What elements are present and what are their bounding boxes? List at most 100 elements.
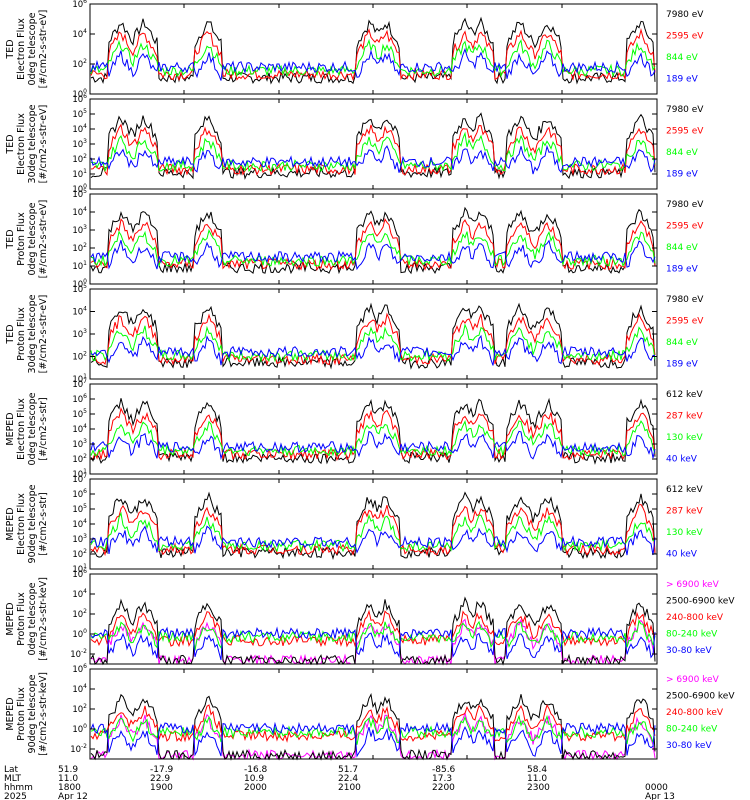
legend-p7-0: > 6900 keV [666,580,720,590]
panel-frame [89,98,658,190]
y-tick-label: 101 [72,260,87,272]
y-tick-label: 106 [72,663,87,675]
legend-p6-1: 287 keV [666,506,703,516]
x-axis-hhmm: 2000 [244,783,267,793]
series-p7-4 [90,626,656,661]
legend-p6-3: 40 keV [666,549,698,559]
series-p1-2 [90,38,656,78]
legend-p4-3: 189 eV [666,359,699,369]
x-axis-hhmm: 2100 [338,783,361,793]
legend-p7-3: 80-240 keV [666,629,718,639]
x-axis-mlt: 10.9 [244,774,264,784]
y-tick-label: 105 [72,108,87,120]
legend-p8-3: 80-240 keV [666,724,718,734]
legend-p4-1: 2595 eV [666,316,704,326]
legend-p8-0: > 6900 keV [666,675,720,685]
legend-p7-4: 30-80 keV [666,646,712,656]
y-tick-label: 103 [72,438,87,450]
legend-p8-4: 30-80 keV [666,741,712,751]
y-axis-label-quantity: Proton Flux [16,307,27,361]
y-axis-label-units: [#/cm2-s-str-keV] [38,577,49,661]
y-axis-label-instrument: MEPED [5,697,16,730]
y-axis-label-units: [#/cm2-s-str-eV] [38,295,49,374]
x-axis-hhmm: 2300 [527,783,550,793]
y-axis-label-units: [#/cm2-s-str-eV] [38,105,49,184]
x-axis-mlt: 11.0 [58,774,78,784]
series-p5-3 [90,430,656,461]
y-tick-label: 105 [72,283,87,295]
y-tick-label: 102 [72,242,87,254]
panel-p7: 10-2 100 102 104 106 MEPED Proton Flux 0deg tel… [5,568,735,666]
y-axis-label-quantity: Electron Flux [16,18,27,80]
y-tick-label: 102 [72,58,87,70]
legend-p2-1: 2595 eV [666,126,704,136]
series-p4-0 [90,302,656,370]
x-axis-hhmm: 1800 [58,783,81,793]
y-tick-label: 106 [72,0,87,10]
y-axis-label-quantity: Electron Flux [16,113,27,175]
legend-p2-0: 7980 eV [666,105,704,115]
series-p3-0 [90,206,656,275]
series-p6-0 [90,491,656,560]
y-tick-label: 105 [72,503,87,515]
y-tick-label: 104 [72,683,87,695]
series-p8-2 [90,703,656,743]
y-tick-label: 10-2 [70,743,87,755]
y-tick-label: 104 [72,423,87,435]
y-axis-label-telescope: 90deg telescope [27,484,38,563]
legend-p5-3: 40 keV [666,454,698,464]
y-axis-label-quantity: Proton Flux [16,212,27,266]
legend-p7-2: 240-800 keV [666,613,724,623]
legend-p4-0: 7980 eV [666,295,704,305]
y-axis-label-instrument: TED [5,229,16,249]
y-tick-label: 102 [72,351,87,363]
y-tick-label: 100 [72,628,87,640]
y-axis-label-units: [#/cm2-s-str-keV] [38,672,49,756]
y-tick-label: 105 [72,188,87,200]
y-axis-label-instrument: MEPED [5,507,16,540]
series-p1-0 [90,16,656,85]
y-tick-label: 106 [72,488,87,500]
y-tick-label: 107 [72,473,87,485]
x-axis-lat: -16.8 [244,765,268,775]
y-tick-label: 100 [72,723,87,735]
legend-p5-2: 130 keV [666,433,703,443]
x-axis-row-label: hhmm [4,783,33,793]
series-p5-2 [90,419,656,457]
y-tick-label: 106 [72,93,87,105]
panel-p8: 10-2 100 102 104 106 MEPED Proton Flux 90deg te… [5,663,735,761]
series-p4-2 [90,323,656,363]
legend-p3-0: 7980 eV [666,200,704,210]
y-tick-label: 103 [72,224,87,236]
legend-p6-2: 130 keV [666,528,703,538]
legend-p7-1: 2500-6900 keV [666,596,735,606]
series-p2-3 [90,144,656,175]
y-axis-label-units: [#/cm2-s-str-eV] [38,10,49,89]
y-axis-label-quantity: Electron Flux [16,398,27,460]
series-p7-1 [90,596,656,666]
x-axis-lat: 51.7 [338,765,358,775]
y-tick-label: 104 [72,123,87,135]
x-axis-row-label: 2025 [4,792,27,800]
x-axis-mlt: 22.4 [338,774,358,784]
legend-p3-1: 2595 eV [666,221,704,231]
legend-p1-2: 844 eV [666,53,699,63]
x-axis-row-label: MLT [4,774,22,784]
legend-p8-2: 240-800 keV [666,708,724,718]
series-p8-1 [90,692,656,761]
series-p4-3 [90,334,656,366]
y-tick-label: 106 [72,393,87,405]
legend-p6-0: 612 keV [666,485,703,495]
series-p3-3 [90,239,656,271]
y-axis-label-telescope: 90deg telescope [27,674,38,753]
y-axis-label-instrument: TED [5,324,16,344]
legend-p1-1: 2595 eV [666,31,704,41]
y-tick-label: 101 [72,168,87,180]
y-axis-label-instrument: TED [5,134,16,154]
y-tick-label: 104 [72,518,87,530]
x-axis-mlt: 22.9 [150,774,170,784]
